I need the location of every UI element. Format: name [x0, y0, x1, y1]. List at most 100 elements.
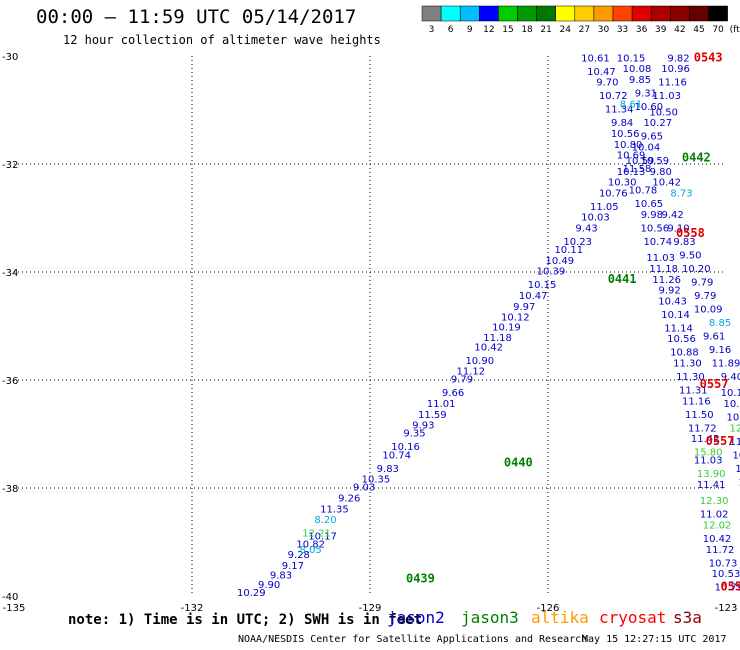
swh-value-label: 10.76	[599, 188, 628, 199]
swh-value-label: 11.50	[685, 410, 714, 421]
y-tick-label: -34	[2, 268, 18, 279]
pass-time-label: 0543	[694, 50, 723, 64]
swh-value-label: 9.61	[703, 332, 725, 343]
swh-value-label: 10.27	[643, 118, 672, 129]
pass-time-label: 0442	[682, 150, 711, 164]
swh-value-label: 11.03	[694, 456, 723, 467]
color-scale-swatch	[650, 5, 671, 22]
swh-value-label: 10.39	[537, 267, 566, 278]
pass-time-label: 0558	[676, 226, 705, 240]
pass-time-label: 0557	[706, 434, 735, 448]
legend-cryosat: cryosat	[599, 608, 667, 627]
swh-value-label: 9.17	[282, 561, 304, 572]
swh-value-label: 11.16	[682, 396, 711, 407]
swh-value-label: 9.50	[679, 251, 701, 262]
swh-value-label: 10.19	[492, 322, 521, 333]
swh-value-label: 10.16	[391, 442, 420, 453]
color-scale-label: 39	[655, 25, 667, 35]
swh-value-label: 10.65	[635, 199, 664, 210]
swh-value-label: 10.49	[546, 256, 575, 267]
swh-value-label: 9.65	[641, 132, 663, 143]
swh-value-label: 10.61	[581, 53, 610, 64]
swh-value-label: 9.98	[641, 210, 663, 221]
swh-value-label: 9.92	[659, 286, 681, 297]
swh-value-label: 10.59	[626, 156, 655, 167]
swh-value-label: 9.31	[635, 89, 657, 100]
swh-value-label: 10.79	[715, 583, 740, 594]
color-scale-unit: (ft)	[730, 25, 740, 35]
color-scale-swatch	[421, 5, 442, 22]
swh-value-label: 10.74	[382, 450, 411, 461]
swh-value-label: 11.72	[706, 545, 735, 556]
swh-value-label: 10.08	[623, 64, 652, 75]
swh-value-label: 8.05	[300, 545, 322, 556]
x-tick-label: -132	[181, 603, 204, 614]
swh-value-label: 11.16	[658, 78, 687, 89]
swh-value-label: 12.21	[302, 529, 331, 540]
color-scale-swatch	[708, 5, 728, 22]
color-scale-swatch	[612, 5, 633, 22]
swh-value-label: 10.82	[296, 539, 325, 550]
swh-value-label: 9.26	[338, 494, 360, 505]
swh-value-label: 10.11	[554, 245, 583, 256]
swh-value-label: 10.78	[629, 186, 658, 197]
color-scale-label: 18	[521, 25, 533, 35]
swh-value-label: 11.01	[427, 399, 456, 410]
y-tick-label: -32	[2, 160, 18, 171]
swh-value-label: 10.42	[474, 342, 503, 353]
swh-value-label: 10.56	[667, 334, 696, 345]
swh-value-label: 9.80	[650, 167, 672, 178]
swh-value-label: 11.05	[590, 202, 619, 213]
swh-value-label: 11.03	[646, 253, 675, 264]
swh-value-label: 9.85	[629, 75, 651, 86]
legend-altika: altika	[531, 608, 589, 627]
color-scale-label: 30	[598, 25, 610, 35]
swh-value-label: 10.10	[724, 399, 740, 410]
swh-value-label: 9.79	[451, 375, 473, 386]
swh-value-label: 10.29	[237, 588, 266, 599]
swh-value-label: 10.42	[652, 178, 681, 189]
x-tick-label: -129	[359, 603, 382, 614]
pass-time-label: 0441	[608, 272, 637, 286]
swh-value-label: 10.30	[608, 178, 637, 189]
y-tick-label: -30	[2, 52, 18, 63]
swh-value-label: 9.66	[442, 388, 464, 399]
swh-value-label: 11.35	[320, 504, 349, 515]
y-tick-label: -40	[2, 592, 18, 603]
swh-value-label: 15.80	[694, 448, 723, 459]
swh-value-label: 11.12	[457, 367, 486, 378]
swh-value-label: 10.96	[661, 64, 690, 75]
swh-value-label: 9.97	[513, 302, 535, 313]
color-scale-swatch	[689, 5, 709, 22]
swh-value-label: 9.83	[270, 571, 292, 582]
color-scale-swatch	[498, 5, 518, 22]
swh-value-label: 11.72	[688, 423, 717, 434]
swh-value-label: 10.04	[632, 143, 661, 154]
color-scale-swatch	[479, 5, 499, 22]
swh-value-label: 10.15	[617, 53, 646, 64]
swh-value-label: 10.72	[599, 91, 628, 102]
color-scale-swatch	[555, 5, 576, 22]
color-scale-swatch	[670, 5, 690, 22]
color-scale-label: 6	[448, 25, 454, 35]
swh-value-label: 11.30	[676, 372, 705, 383]
swh-value-label: 9.79	[694, 291, 716, 302]
swh-value-label: 11.59	[418, 410, 447, 421]
note-text: note: 1) Time is in UTC; 2) SWH is in fe…	[68, 612, 423, 628]
swh-value-label: 9.42	[661, 210, 683, 221]
swh-value-label: 11.26	[652, 275, 681, 286]
swh-value-label: 9.93	[412, 421, 434, 432]
color-scale-label: 9	[467, 25, 473, 35]
swh-value-label: 9.83	[673, 237, 695, 248]
swh-value-label: 10.60	[635, 102, 664, 113]
swh-value-label: 10.80	[614, 140, 643, 151]
y-tick-label: -38	[2, 484, 18, 495]
swh-value-label: 13.90	[697, 469, 726, 480]
swh-value-label: 10.42	[703, 534, 732, 545]
color-scale-label: 15	[502, 25, 513, 35]
swh-value-label: 10.51	[738, 477, 740, 488]
swh-value-label: 11.41	[697, 480, 726, 491]
swh-value-label: 11.14	[664, 323, 693, 334]
swh-value-label: 10.90	[465, 356, 494, 367]
